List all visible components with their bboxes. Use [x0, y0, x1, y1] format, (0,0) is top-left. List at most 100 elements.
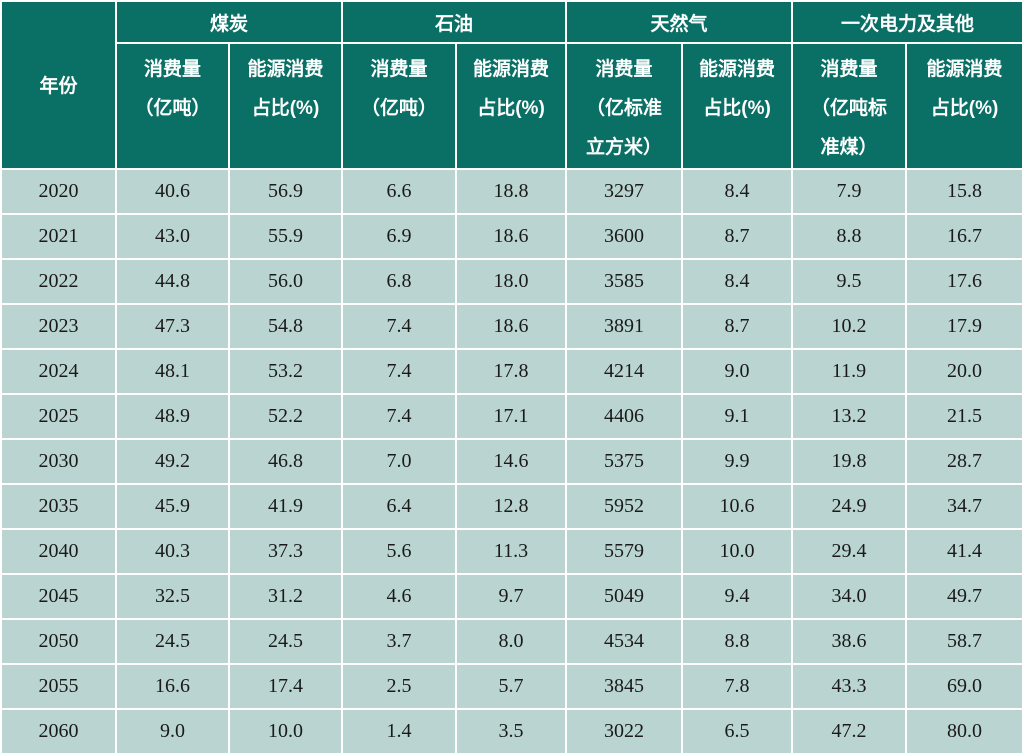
table-row: 2020 40.6 56.9 6.6 18.8 3297 8.4 7.9 15.8 [2, 169, 1022, 213]
value-cell: 9.1 [683, 394, 792, 438]
table-row: 2023 47.3 54.8 7.4 18.6 3891 8.7 10.2 17.9 [2, 304, 1022, 348]
value-cell: 5.7 [457, 664, 566, 708]
value-cell: 4534 [567, 619, 682, 663]
value-cell: 17.4 [230, 664, 342, 708]
year-cell: 2035 [2, 484, 115, 528]
value-cell: 17.6 [907, 259, 1022, 303]
year-cell: 2021 [2, 214, 115, 258]
value-cell: 43.0 [117, 214, 228, 258]
value-cell: 49.2 [117, 439, 228, 483]
value-cell: 47.2 [793, 709, 906, 753]
value-cell: 32.5 [117, 574, 228, 618]
value-cell: 3600 [567, 214, 682, 258]
value-cell: 16.6 [117, 664, 228, 708]
value-cell: 3297 [567, 169, 682, 213]
value-cell: 54.8 [230, 304, 342, 348]
sub-header-row: 消费量 （亿吨） 能源消费 占比(%) 消费量 （亿吨） 能源消费 占比(%) … [2, 44, 1022, 168]
value-cell: 6.6 [343, 169, 456, 213]
value-cell: 9.0 [117, 709, 228, 753]
value-cell: 48.9 [117, 394, 228, 438]
value-cell: 14.6 [457, 439, 566, 483]
table-row: 2030 49.2 46.8 7.0 14.6 5375 9.9 19.8 28.7 [2, 439, 1022, 483]
year-cell: 2055 [2, 664, 115, 708]
table-row: 2022 44.8 56.0 6.8 18.0 3585 8.4 9.5 17.6 [2, 259, 1022, 303]
value-cell: 20.0 [907, 349, 1022, 393]
value-cell: 9.9 [683, 439, 792, 483]
table-row: 2055 16.6 17.4 2.5 5.7 3845 7.8 43.3 69.0 [2, 664, 1022, 708]
group-header-primary-electricity: 一次电力及其他 [793, 2, 1022, 42]
value-cell: 7.4 [343, 394, 456, 438]
value-cell: 5049 [567, 574, 682, 618]
value-cell: 7.8 [683, 664, 792, 708]
value-cell: 24.9 [793, 484, 906, 528]
value-cell: 28.7 [907, 439, 1022, 483]
value-cell: 8.7 [683, 304, 792, 348]
value-cell: 9.4 [683, 574, 792, 618]
value-cell: 8.4 [683, 259, 792, 303]
value-cell: 5375 [567, 439, 682, 483]
value-cell: 56.9 [230, 169, 342, 213]
table-row: 2035 45.9 41.9 6.4 12.8 5952 10.6 24.9 34.7 [2, 484, 1022, 528]
table-row: 2040 40.3 37.3 5.6 11.3 5579 10.0 29.4 41.4 [2, 529, 1022, 573]
value-cell: 4406 [567, 394, 682, 438]
sub-header-oil-consumption: 消费量 （亿吨） [343, 44, 456, 168]
value-cell: 3022 [567, 709, 682, 753]
value-cell: 31.2 [230, 574, 342, 618]
value-cell: 6.9 [343, 214, 456, 258]
group-header-gas: 天然气 [567, 2, 792, 42]
value-cell: 10.0 [230, 709, 342, 753]
value-cell: 8.4 [683, 169, 792, 213]
value-cell: 40.6 [117, 169, 228, 213]
group-header-oil: 石油 [343, 2, 566, 42]
value-cell: 10.2 [793, 304, 906, 348]
value-cell: 24.5 [230, 619, 342, 663]
value-cell: 4.6 [343, 574, 456, 618]
sub-header-coal-consumption: 消费量 （亿吨） [117, 44, 228, 168]
value-cell: 8.8 [793, 214, 906, 258]
value-cell: 58.7 [907, 619, 1022, 663]
value-cell: 11.3 [457, 529, 566, 573]
value-cell: 34.7 [907, 484, 1022, 528]
value-cell: 10.6 [683, 484, 792, 528]
value-cell: 34.0 [793, 574, 906, 618]
value-cell: 7.4 [343, 349, 456, 393]
value-cell: 6.5 [683, 709, 792, 753]
value-cell: 18.8 [457, 169, 566, 213]
value-cell: 41.4 [907, 529, 1022, 573]
value-cell: 8.8 [683, 619, 792, 663]
table-row: 2024 48.1 53.2 7.4 17.8 4214 9.0 11.9 20.0 [2, 349, 1022, 393]
value-cell: 49.7 [907, 574, 1022, 618]
year-cell: 2045 [2, 574, 115, 618]
value-cell: 37.3 [230, 529, 342, 573]
value-cell: 13.2 [793, 394, 906, 438]
table-header: 年份 煤炭 石油 天然气 一次电力及其他 消费量 （亿吨） 能源消费 占比(%)… [2, 2, 1022, 168]
value-cell: 7.9 [793, 169, 906, 213]
value-cell: 5.6 [343, 529, 456, 573]
table-row: 2025 48.9 52.2 7.4 17.1 4406 9.1 13.2 21.5 [2, 394, 1022, 438]
value-cell: 5579 [567, 529, 682, 573]
year-cell: 2020 [2, 169, 115, 213]
value-cell: 48.1 [117, 349, 228, 393]
value-cell: 7.4 [343, 304, 456, 348]
table-row: 2060 9.0 10.0 1.4 3.5 3022 6.5 47.2 80.0 [2, 709, 1022, 753]
value-cell: 46.8 [230, 439, 342, 483]
value-cell: 3845 [567, 664, 682, 708]
value-cell: 40.3 [117, 529, 228, 573]
year-cell: 2025 [2, 394, 115, 438]
value-cell: 15.8 [907, 169, 1022, 213]
year-cell: 2022 [2, 259, 115, 303]
sub-header-oil-share: 能源消费 占比(%) [457, 44, 566, 168]
year-cell: 2024 [2, 349, 115, 393]
table-row: 2050 24.5 24.5 3.7 8.0 4534 8.8 38.6 58.7 [2, 619, 1022, 663]
year-cell: 2050 [2, 619, 115, 663]
value-cell: 9.0 [683, 349, 792, 393]
value-cell: 3891 [567, 304, 682, 348]
table-row: 2021 43.0 55.9 6.9 18.6 3600 8.7 8.8 16.7 [2, 214, 1022, 258]
value-cell: 7.0 [343, 439, 456, 483]
value-cell: 52.2 [230, 394, 342, 438]
value-cell: 8.7 [683, 214, 792, 258]
value-cell: 53.2 [230, 349, 342, 393]
sub-header-gas-share: 能源消费 占比(%) [683, 44, 792, 168]
